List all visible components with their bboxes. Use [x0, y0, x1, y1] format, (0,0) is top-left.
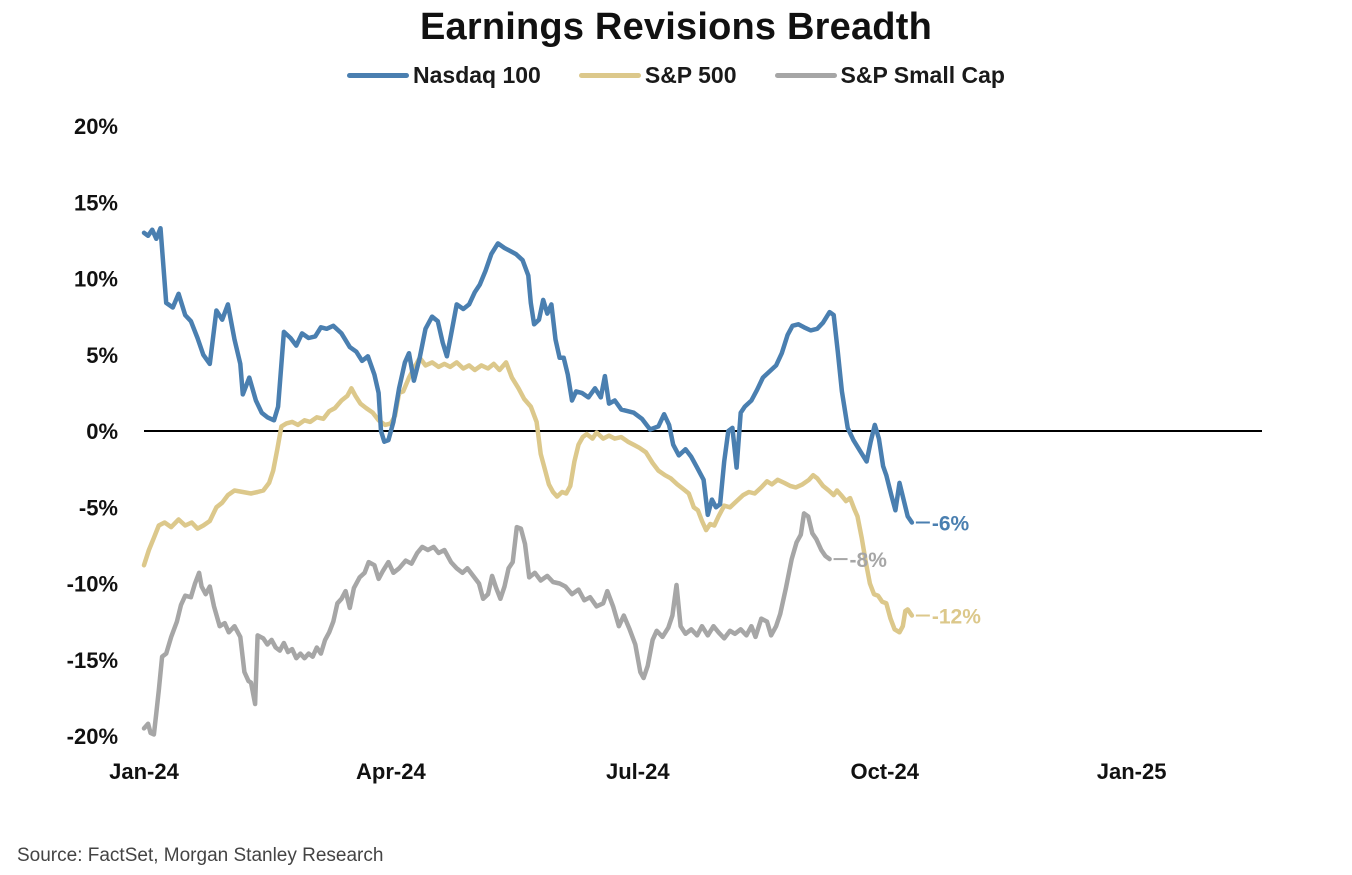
legend-label-sp500: S&P 500: [644, 62, 737, 88]
y-tick-label: 10%: [74, 267, 118, 292]
series-line-nasdaq-100: [141, 225, 915, 525]
legend-label-nasdaq: Nasdaq 100: [413, 62, 541, 88]
series-line-sp-500: [141, 355, 915, 635]
x-tick-label: Jan-24: [109, 759, 179, 784]
end-label-sp500: -12%: [932, 606, 981, 629]
legend-swatch-nasdaq: [347, 73, 409, 78]
y-tick-label: 20%: [74, 114, 118, 139]
x-tick-label: Jan-25: [1097, 759, 1167, 784]
x-tick-label: Apr-24: [356, 759, 426, 784]
y-tick-label: 0%: [86, 419, 118, 444]
legend: Nasdaq 100 S&P 500 S&P Small Cap: [0, 62, 1352, 89]
y-tick-label: 15%: [74, 190, 118, 215]
legend-swatch-smallcap: [774, 73, 837, 78]
y-tick-label: -5%: [79, 495, 118, 520]
series-line-sp-small-cap: [141, 511, 832, 737]
y-tick-label: -15%: [67, 648, 118, 673]
legend-label-smallcap: S&P Small Cap: [840, 62, 1005, 88]
x-tick-label: Jul-24: [606, 759, 670, 784]
legend-item-sp500: S&P 500: [578, 62, 737, 89]
legend-item-smallcap: S&P Small Cap: [774, 62, 1005, 89]
source-note: Source: FactSet, Morgan Stanley Research: [17, 845, 384, 866]
y-tick-label: -10%: [67, 572, 118, 597]
end-label-nasdaq: -6%: [932, 513, 970, 536]
chart-title: Earnings Revisions Breadth: [419, 6, 932, 48]
legend-swatch-sp500: [578, 73, 641, 78]
y-tick-label: -20%: [67, 724, 118, 749]
x-tick-label: Oct-24: [850, 759, 919, 784]
end-label-smallcap: -8%: [850, 549, 888, 572]
y-tick-label: 5%: [86, 343, 118, 368]
legend-item-nasdaq: Nasdaq 100: [347, 62, 541, 89]
